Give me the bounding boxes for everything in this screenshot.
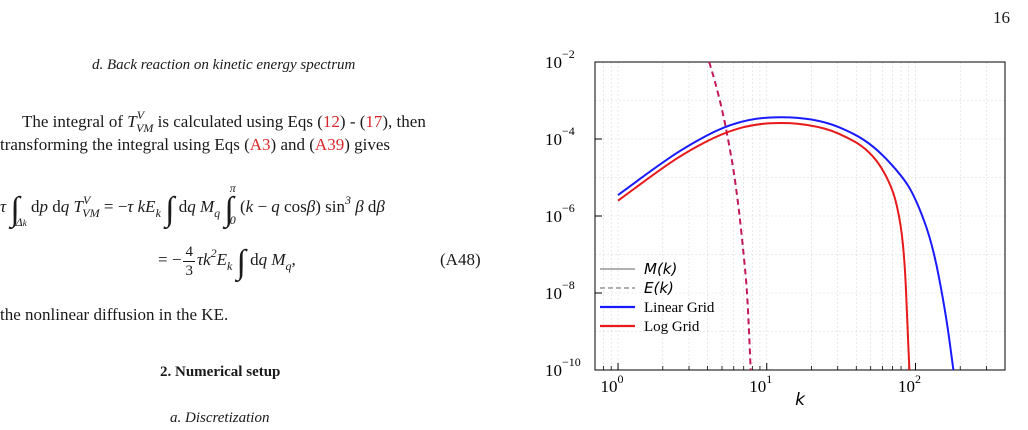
y-tick-label: 10−2 bbox=[545, 47, 575, 72]
ref-link[interactable]: A3 bbox=[249, 135, 271, 154]
ticks: 100 101 102 10−10 10−8 10−6 10−4 10−2 bbox=[545, 47, 1006, 396]
para-text: ) - ( bbox=[339, 112, 366, 131]
y-tick-label: 10−10 bbox=[545, 355, 581, 380]
subsection-title: a. Discretization bbox=[170, 410, 270, 426]
subsection-title: d. Back reaction on kinetic energy spect… bbox=[92, 57, 356, 73]
math-T-VVM: TVVM bbox=[127, 108, 154, 135]
curves bbox=[617, 61, 955, 371]
para-text: transforming the integral using Eqs ( bbox=[0, 135, 250, 154]
para-text: is calculated using Eqs ( bbox=[153, 112, 323, 131]
legend-label: Log Grid bbox=[644, 319, 700, 335]
para-text: ) and ( bbox=[270, 135, 315, 154]
section-title: 2. Numerical setup bbox=[160, 364, 281, 380]
x-axis-label: k bbox=[795, 390, 806, 410]
para-text: ), then bbox=[382, 112, 426, 131]
y-tick-label: 10−4 bbox=[545, 124, 575, 149]
ref-link[interactable]: A39 bbox=[314, 135, 345, 154]
legend: M(k)E(k) Linear Grid Log Grid bbox=[600, 260, 715, 335]
page-number: 16 bbox=[993, 8, 1010, 27]
ref-link[interactable]: 12 bbox=[322, 112, 340, 131]
series-line-linear-grid bbox=[617, 116, 955, 371]
legend-label: Linear Grid bbox=[644, 300, 715, 316]
x-tick-label: 102 bbox=[898, 372, 921, 396]
equation-line-1: τ ∫Δk dp dq TVVM = −τ kEk ∫ dq Mq ∫π0 (k… bbox=[0, 181, 385, 229]
legend-label: E(k) bbox=[644, 279, 674, 297]
x-tick-label: 100 bbox=[601, 372, 624, 396]
equation-number: (A48) bbox=[440, 250, 481, 269]
series-line-log-grid bbox=[617, 121, 911, 371]
y-tick-label: 10−8 bbox=[545, 278, 575, 303]
para-text: ) gives bbox=[344, 135, 390, 154]
paragraph: The integral of TVVM is calculated using… bbox=[0, 108, 500, 156]
x-tick-label: 101 bbox=[749, 372, 772, 396]
paragraph-text: the nonlinear diffusion in the KE. bbox=[0, 305, 229, 324]
ref-link[interactable]: 17 bbox=[365, 112, 383, 131]
para-text: The integral of bbox=[22, 112, 128, 131]
equation-line-2: = −4 3 τk2Ek ∫ dq Mq, bbox=[158, 243, 296, 281]
y-tick-label: 10−6 bbox=[545, 201, 575, 226]
spectrum-chart: 100 101 102 10−10 10−8 10−6 10−4 10−2 M(k)E(k) L… bbox=[545, 47, 1006, 410]
legend-label: M(k) bbox=[644, 260, 677, 278]
series-line-e-k- bbox=[708, 61, 752, 371]
